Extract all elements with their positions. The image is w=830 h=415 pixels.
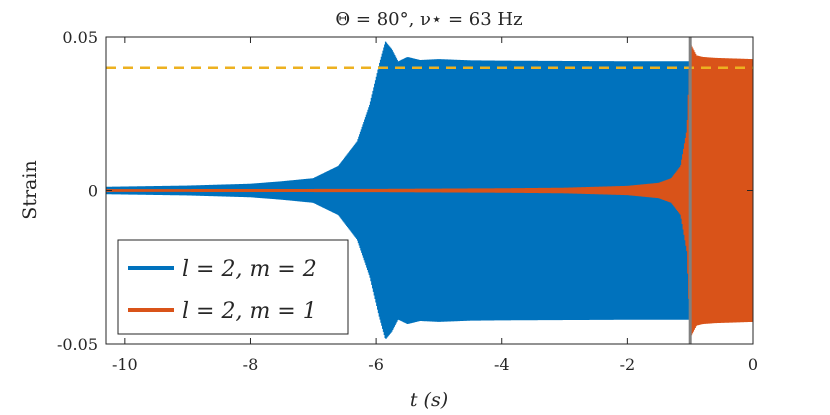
series-1-line bbox=[106, 41, 691, 339]
x-tick-label: 0 bbox=[748, 355, 758, 374]
chart-title: Θ = 80°, ν⋆ = 63 Hz bbox=[335, 9, 522, 30]
axes: -10 -8 -6 -4 -2 0 -0.05 0 0.05 bbox=[57, 28, 758, 374]
x-tick-label: -10 bbox=[112, 355, 138, 374]
legend-label-1: l = 2, m = 2 bbox=[182, 257, 317, 282]
y-tick-label: 0.05 bbox=[62, 28, 98, 47]
x-tick-label: -8 bbox=[243, 355, 259, 374]
plot-clip-group bbox=[106, 37, 753, 344]
y-tick-label: -0.05 bbox=[57, 335, 98, 354]
legend: l = 2, m = 2 l = 2, m = 1 bbox=[117, 239, 349, 335]
legend-box bbox=[117, 239, 349, 335]
x-tick-label: -4 bbox=[494, 355, 510, 374]
x-tick-label: -6 bbox=[368, 355, 384, 374]
plot-area bbox=[106, 37, 753, 344]
series-2-line bbox=[106, 44, 753, 338]
legend-label-2: l = 2, m = 1 bbox=[182, 299, 317, 324]
x-axis-label: t (s) bbox=[410, 389, 448, 411]
y-axis-label: Strain bbox=[19, 160, 41, 219]
y-tick-label: 0 bbox=[88, 182, 98, 201]
x-tick-label: -2 bbox=[620, 355, 636, 374]
